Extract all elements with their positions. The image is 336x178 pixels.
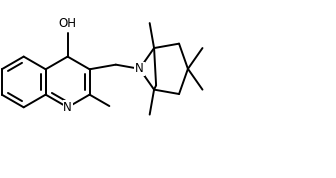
Text: N: N [63,101,72,114]
Text: N: N [135,62,144,75]
Text: OH: OH [58,17,77,30]
